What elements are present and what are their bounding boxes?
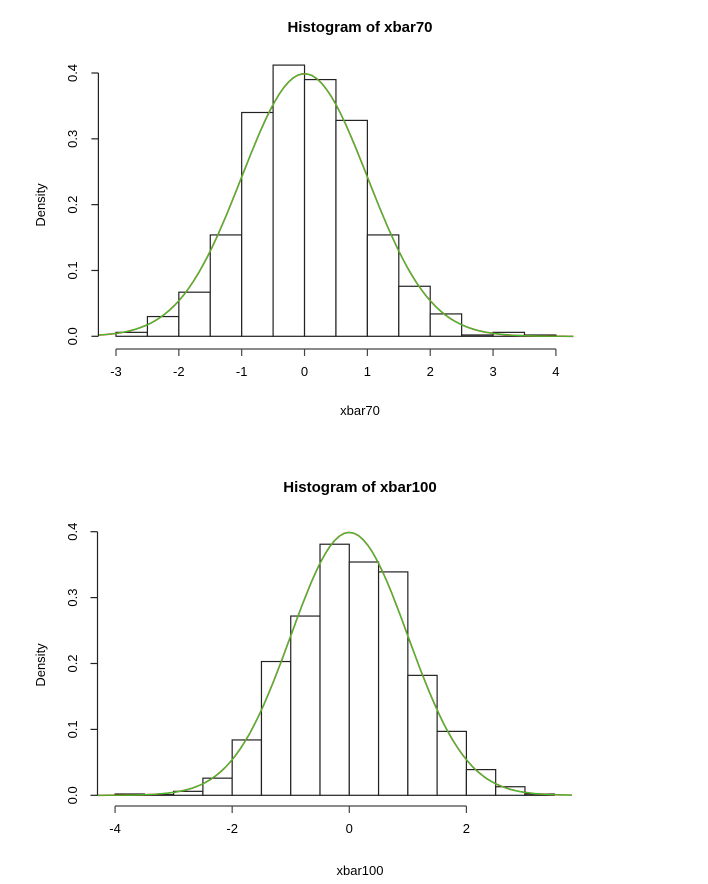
- y-tick-label: 0.3: [65, 589, 80, 607]
- y-axis-label: Density: [33, 643, 48, 687]
- histogram-bar: [335, 119, 368, 337]
- histogram-xbar70: Histogram of xbar70 xbar70 Density -3 -2 -…: [33, 19, 574, 418]
- y-tick-label: 0.0: [65, 786, 80, 804]
- y-tick-label: 0.3: [65, 130, 80, 148]
- x-tick-label: 2: [427, 364, 434, 379]
- histogram-bar: [231, 739, 263, 796]
- x-tick-label: 4: [552, 364, 559, 379]
- histogram-bar: [146, 315, 180, 337]
- histogram-bar: [209, 234, 243, 337]
- x-axis-label: xbar70: [340, 403, 380, 418]
- histogram-bar: [272, 64, 306, 337]
- chart-title: Histogram of xbar70: [287, 19, 432, 36]
- y-tick-label: 0.4: [65, 523, 80, 541]
- histogram-bar: [407, 674, 438, 796]
- histogram-bar: [348, 561, 380, 796]
- histogram-bar: [303, 78, 337, 337]
- histogram-bar: [260, 660, 292, 796]
- x-tick-label: 3: [489, 364, 496, 379]
- histogram-bar: [429, 313, 463, 337]
- x-tick-label: -2: [173, 364, 185, 379]
- x-axis-label: xbar100: [337, 863, 384, 878]
- y-tick-label: 0.4: [65, 64, 80, 82]
- histogram-bar: [461, 334, 494, 337]
- histogram-bar: [495, 786, 526, 796]
- histogram-bar: [241, 111, 274, 337]
- histogram-bar: [319, 543, 350, 796]
- x-tick-label: 0: [346, 821, 353, 836]
- y-tick-label: 0.1: [65, 720, 80, 738]
- x-tick-label: -4: [109, 821, 121, 836]
- x-tick-label: 0: [301, 364, 308, 379]
- chart-title: Histogram of xbar100: [283, 479, 436, 496]
- y-axis-label: Density: [33, 183, 48, 227]
- x-tick-label: 1: [364, 364, 371, 379]
- y-tick-label: 0.0: [65, 327, 80, 345]
- histogram-bar: [178, 291, 211, 337]
- x-tick-label: -1: [236, 364, 248, 379]
- x-tick-label: -3: [110, 364, 122, 379]
- histogram-bar: [377, 571, 409, 796]
- x-tick-label: -2: [226, 821, 238, 836]
- density-curve: [97, 531, 572, 796]
- y-tick-label: 0.2: [65, 654, 80, 672]
- histogram-xbar100: Histogram of xbar100 xbar100 Density -4 -…: [33, 479, 572, 878]
- y-tick-label: 0.1: [65, 261, 80, 279]
- y-tick-label: 0.2: [65, 196, 80, 214]
- density-curve: [98, 73, 574, 337]
- histogram-bar: [290, 615, 321, 796]
- histogram-bar: [436, 730, 468, 796]
- x-tick-label: 2: [463, 821, 470, 836]
- histogram-bar: [366, 234, 400, 337]
